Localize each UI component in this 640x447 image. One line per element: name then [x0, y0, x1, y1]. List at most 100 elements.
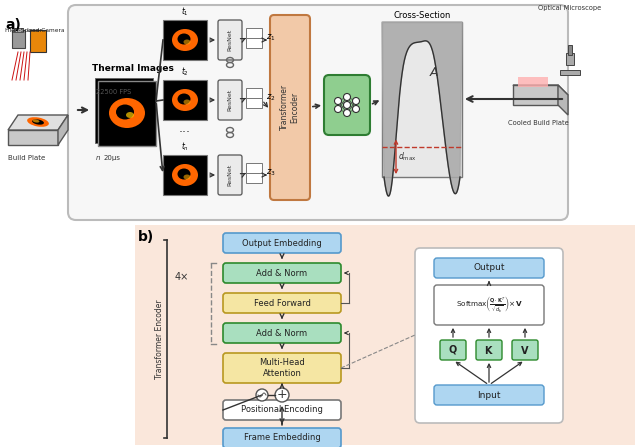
FancyBboxPatch shape [270, 15, 310, 200]
Text: Positional Encoding: Positional Encoding [241, 405, 323, 414]
Ellipse shape [27, 117, 49, 127]
FancyBboxPatch shape [135, 225, 635, 445]
Text: Transformer
Encoder: Transformer Encoder [280, 84, 300, 130]
FancyBboxPatch shape [476, 340, 502, 360]
Text: ...: ... [179, 122, 191, 135]
Bar [98, 81, 156, 146]
Text: 20μs: 20μs [104, 155, 121, 161]
Text: ResNet: ResNet [227, 29, 232, 51]
Text: Frame Embedding: Frame Embedding [244, 434, 321, 443]
FancyBboxPatch shape [68, 5, 568, 220]
Text: $t_2$: $t_2$ [181, 66, 189, 78]
FancyBboxPatch shape [218, 20, 242, 60]
FancyBboxPatch shape [218, 80, 242, 120]
Text: $z_1$: $z_1$ [266, 33, 276, 43]
Ellipse shape [177, 34, 191, 45]
Circle shape [344, 110, 351, 117]
Text: Output: Output [473, 263, 505, 273]
Text: ResNet: ResNet [227, 89, 232, 111]
FancyBboxPatch shape [223, 428, 341, 447]
Polygon shape [382, 22, 462, 196]
Ellipse shape [172, 164, 198, 186]
Ellipse shape [184, 100, 191, 105]
Circle shape [256, 389, 268, 401]
Text: Multi-Head
Attention: Multi-Head Attention [259, 358, 305, 378]
Circle shape [353, 105, 360, 113]
Text: Transformer Encoder: Transformer Encoder [156, 299, 164, 379]
Ellipse shape [32, 119, 44, 125]
Bar [98, 81, 156, 146]
Polygon shape [558, 85, 568, 115]
Text: 4×: 4× [175, 272, 189, 282]
Bar [246, 98, 262, 108]
Polygon shape [58, 115, 68, 145]
FancyBboxPatch shape [223, 400, 341, 420]
FancyBboxPatch shape [434, 258, 544, 278]
Polygon shape [8, 115, 68, 130]
Text: Add & Norm: Add & Norm [257, 269, 308, 278]
Ellipse shape [126, 112, 134, 118]
Text: Add & Norm: Add & Norm [257, 329, 308, 337]
Bar [95, 78, 153, 143]
Bar [246, 38, 262, 48]
Ellipse shape [184, 174, 191, 180]
Bar [246, 88, 262, 98]
Polygon shape [513, 85, 568, 95]
Text: $\mathbf{Q}$: $\mathbf{Q}$ [448, 343, 458, 357]
Circle shape [335, 97, 342, 105]
Ellipse shape [116, 105, 134, 119]
Text: Output Embedding: Output Embedding [242, 239, 322, 248]
Text: Build Plate: Build Plate [8, 155, 45, 161]
Bar [163, 20, 207, 60]
Circle shape [353, 97, 360, 105]
Text: $d_{\mathrm{max}}$: $d_{\mathrm{max}}$ [398, 151, 416, 163]
Circle shape [344, 93, 351, 101]
FancyBboxPatch shape [218, 155, 242, 195]
Bar [246, 163, 262, 173]
FancyBboxPatch shape [223, 293, 341, 313]
Text: Cross-Section: Cross-Section [394, 11, 451, 20]
FancyBboxPatch shape [512, 340, 538, 360]
Polygon shape [513, 85, 558, 105]
Bar [246, 28, 262, 38]
Text: n: n [96, 155, 100, 161]
Text: $z_2$: $z_2$ [266, 93, 276, 103]
Bar [246, 173, 262, 183]
Bar [163, 155, 207, 195]
Text: b): b) [138, 230, 154, 244]
Text: Feed Forward: Feed Forward [253, 299, 310, 308]
Text: ResNet: ResNet [227, 164, 232, 186]
FancyBboxPatch shape [415, 248, 563, 423]
Ellipse shape [184, 39, 191, 45]
Text: $\mathrm{Softmax}\!\left(\frac{\mathbf{Q}\cdot\mathbf{K}^T}{\sqrt{d_k}}\right)\!: $\mathrm{Softmax}\!\left(\frac{\mathbf{Q… [456, 295, 522, 315]
FancyBboxPatch shape [223, 353, 341, 383]
FancyBboxPatch shape [434, 385, 544, 405]
Circle shape [275, 388, 289, 402]
Circle shape [335, 105, 342, 113]
Bar [518, 77, 548, 87]
FancyBboxPatch shape [223, 263, 341, 283]
Text: $\mathbf{V}$: $\mathbf{V}$ [520, 344, 530, 356]
FancyBboxPatch shape [223, 233, 341, 253]
FancyBboxPatch shape [223, 323, 341, 343]
Text: $A$: $A$ [429, 66, 439, 79]
Text: Thermal Images: Thermal Images [92, 64, 174, 73]
Ellipse shape [177, 93, 191, 105]
Text: +: + [276, 388, 287, 401]
Polygon shape [8, 130, 58, 145]
FancyBboxPatch shape [440, 340, 466, 360]
Text: $t_1$: $t_1$ [181, 5, 189, 18]
Bar [12, 30, 25, 48]
Text: Input: Input [477, 391, 500, 400]
Bar [568, 45, 572, 55]
Bar [566, 53, 574, 65]
Bar [163, 80, 207, 120]
FancyBboxPatch shape [324, 75, 370, 135]
Ellipse shape [109, 98, 145, 128]
Circle shape [344, 101, 351, 109]
Text: Optical Microscope: Optical Microscope [538, 5, 601, 11]
FancyBboxPatch shape [434, 285, 544, 325]
Bar [30, 30, 46, 52]
Bar [560, 70, 580, 75]
Ellipse shape [33, 119, 40, 122]
